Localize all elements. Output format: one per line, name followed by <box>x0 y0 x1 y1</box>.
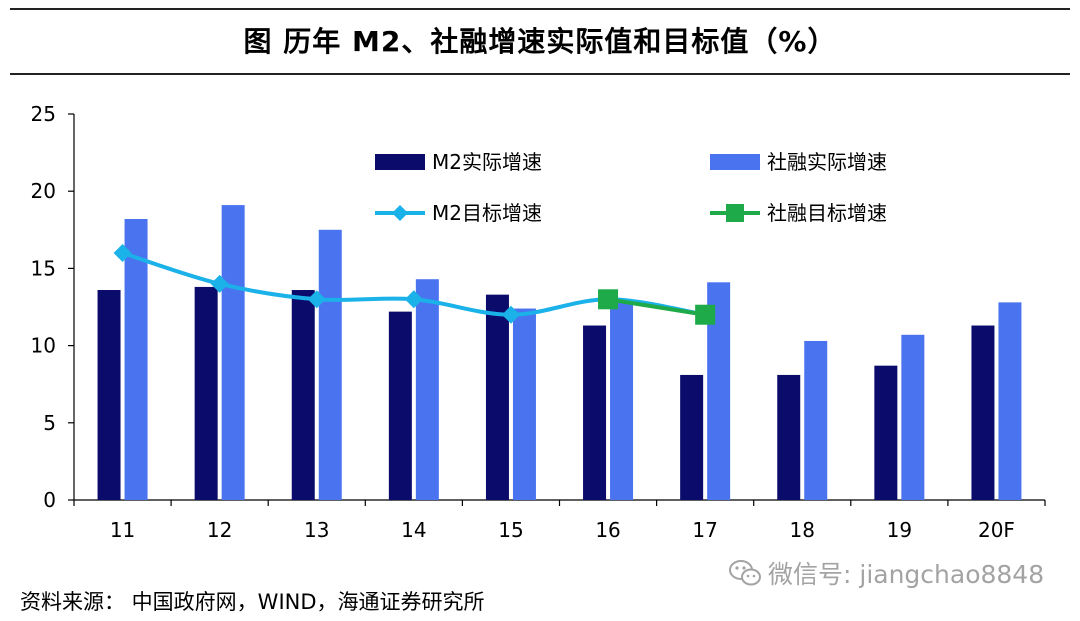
title-bottom-rule <box>10 73 1070 75</box>
marker-tsf-target <box>598 289 619 310</box>
legend-label: M2目标增速 <box>432 201 542 225</box>
x-tick-label: 16 <box>595 518 620 542</box>
marker-tsf-target <box>695 304 716 325</box>
wechat-icon <box>729 560 761 586</box>
bar-m2-actual <box>388 311 412 500</box>
chart-area: 0 5 10 15 20 25 11 12 13 14 15 16 17 18 19 20F M2实际增速 社融实… <box>31 102 1046 542</box>
bar-m2-actual <box>971 325 995 500</box>
marker-m2-target <box>210 274 229 293</box>
bar-tsf-actual <box>707 282 731 500</box>
y-tick-label: 10 <box>31 334 56 358</box>
bar-m2-actual <box>485 294 509 500</box>
marker-m2-target <box>501 305 520 324</box>
legend-label: M2实际增速 <box>432 150 542 174</box>
legend-label: 社融实际增速 <box>767 150 887 174</box>
x-tick-label: 20F <box>978 518 1015 542</box>
marker-m2-target <box>113 243 132 262</box>
source-note: 资料来源： 中国政府网，WIND，海通证券研究所 <box>20 590 485 614</box>
y-tick-label: 0 <box>43 488 56 512</box>
chart-title: 图 历年 M2、社融增速实际值和目标值（%） <box>243 25 837 58</box>
watermark-text: 微信号: jiangchao8848 <box>768 560 1045 589</box>
bar-tsf-actual <box>998 302 1022 500</box>
legend-marker <box>392 205 408 221</box>
legend-swatch <box>710 154 760 170</box>
legend-label: 社融目标增速 <box>767 201 887 225</box>
title-top-rule <box>10 8 1070 10</box>
bar-m2-actual <box>680 374 704 500</box>
y-tick-label: 25 <box>31 102 56 126</box>
y-tick-label: 5 <box>43 411 56 435</box>
x-tick-label: 18 <box>790 518 815 542</box>
y-tick-label: 15 <box>31 256 56 280</box>
x-tick-label: 13 <box>304 518 329 542</box>
bar-m2-actual <box>97 290 121 500</box>
bar-tsf-actual <box>415 279 439 500</box>
bar-tsf-actual <box>804 340 828 500</box>
x-tick-label: 12 <box>207 518 232 542</box>
x-tick-label: 11 <box>110 518 135 542</box>
line-tsf-target <box>607 297 706 317</box>
bar-m2-actual <box>583 325 607 500</box>
marker-m2-target <box>404 290 423 309</box>
bar-m2-actual <box>291 290 315 500</box>
bar-tsf-actual <box>901 334 925 500</box>
x-tick-label: 14 <box>401 518 426 542</box>
bar-tsf-actual <box>512 308 536 500</box>
marker-m2-target <box>307 290 326 309</box>
watermark: 微信号: jiangchao8848 <box>728 553 1044 593</box>
bar-m2-actual <box>194 286 218 500</box>
bar-tsf-actual <box>318 229 342 501</box>
x-tick-label: 19 <box>887 518 912 542</box>
bar-m2-actual <box>777 374 801 500</box>
bar-tsf-actual <box>221 205 245 500</box>
bar-m2-actual <box>874 365 898 500</box>
legend-swatch <box>375 154 425 170</box>
bar-tsf-actual <box>610 302 634 500</box>
y-tick-label: 20 <box>31 179 56 203</box>
bar-tsf-actual <box>124 218 148 500</box>
legend-marker <box>726 204 744 222</box>
x-tick-label: 17 <box>692 518 717 542</box>
x-tick-label: 15 <box>498 518 523 542</box>
